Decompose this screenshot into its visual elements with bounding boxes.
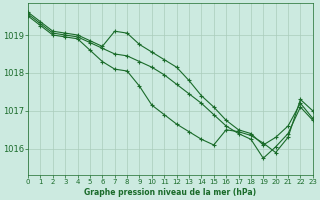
X-axis label: Graphe pression niveau de la mer (hPa): Graphe pression niveau de la mer (hPa) [84, 188, 257, 197]
